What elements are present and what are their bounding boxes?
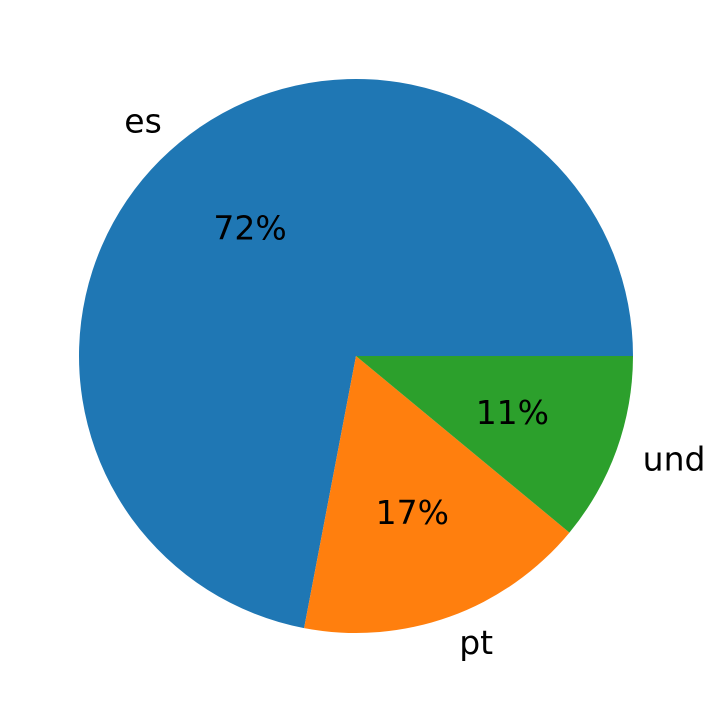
pie-slice-pt [304, 356, 570, 633]
slice-label-es: es [124, 102, 162, 141]
pie-slice-und [356, 356, 633, 533]
slice-pct-label-pt: 17% [376, 493, 449, 532]
slice-pct-label-und: 11% [476, 393, 549, 432]
slice-pct-label-es: 72% [213, 208, 286, 247]
slice-label-und: und [643, 440, 706, 479]
pie-slice-es [78, 78, 633, 629]
slice-label-pt: pt [459, 623, 493, 662]
